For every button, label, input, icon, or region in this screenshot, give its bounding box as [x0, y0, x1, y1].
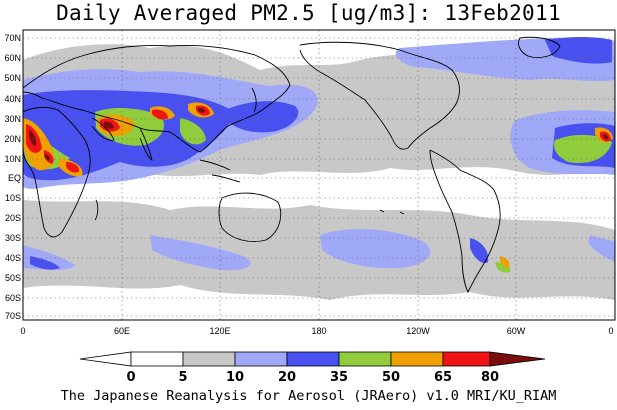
lat-label: 40N: [4, 94, 21, 104]
lat-label: 60S: [5, 293, 21, 303]
lon-label: 0: [20, 326, 25, 336]
lat-label: 30S: [5, 233, 21, 243]
pm25-darkred-regions: [29, 107, 609, 161]
colorbar-segment: [130, 351, 184, 367]
colorbar-tick: 5: [178, 370, 187, 385]
colorbar-tick: 65: [434, 370, 452, 385]
lon-label: 180: [311, 326, 326, 336]
colorbar-tick: 10: [226, 370, 244, 385]
colorbar-segment: [286, 351, 340, 367]
lat-label: 50N: [4, 73, 21, 83]
lon-label: 0: [608, 326, 613, 336]
lat-label: 20S: [5, 213, 21, 223]
colorbar-segment: [390, 351, 444, 367]
lon-label: 120W: [406, 326, 430, 336]
coastlines: [22, 36, 561, 294]
lon-label: 60W: [507, 326, 526, 336]
colorbar-left-arrow: [79, 351, 132, 367]
lat-label: 70N: [4, 33, 21, 43]
lat-label: 20N: [4, 134, 21, 144]
colorbar-tick: 20: [278, 370, 296, 385]
lon-label: 120E: [209, 326, 230, 336]
gridlines: [23, 30, 615, 320]
colorbar-tick: 0: [126, 370, 135, 385]
map-title: Daily Averaged PM2.5 [ug/m3]: 13Feb2011: [56, 1, 561, 25]
colorbar-segment: [234, 351, 288, 367]
attribution-footer: The Japanese Reanalysis for Aerosol (JRA…: [60, 388, 557, 404]
colorbar-tick: 50: [382, 370, 400, 385]
colorbar-segment: [442, 351, 491, 367]
colorbar-right-arrow: [489, 351, 546, 367]
lat-label: 10N: [4, 154, 21, 164]
colorbar-segment: [182, 351, 236, 367]
colorbar-segment: [338, 351, 392, 367]
colorbar: 0 5 10 20 35 50 65 80: [79, 351, 546, 385]
map-frame: [22, 29, 616, 321]
lat-label: 70S: [5, 311, 21, 321]
lat-label: 60N: [4, 53, 21, 63]
lat-label: 50S: [5, 273, 21, 283]
lat-label: 10S: [5, 193, 21, 203]
longitude-axis: 0 60E 120E 180 120W 60W 0: [20, 326, 613, 336]
lat-label: 40S: [5, 253, 21, 263]
colorbar-tick: 35: [330, 370, 348, 385]
map-plot-area: [22, 29, 616, 321]
latitude-axis: 70N 60N 50N 40N 30N 20N 10N EQ 10S 20S 3…: [4, 33, 21, 321]
lon-label: 60E: [114, 326, 130, 336]
lat-label: EQ: [8, 173, 21, 183]
colorbar-tick: 80: [481, 370, 499, 385]
lat-label: 30N: [4, 114, 21, 124]
